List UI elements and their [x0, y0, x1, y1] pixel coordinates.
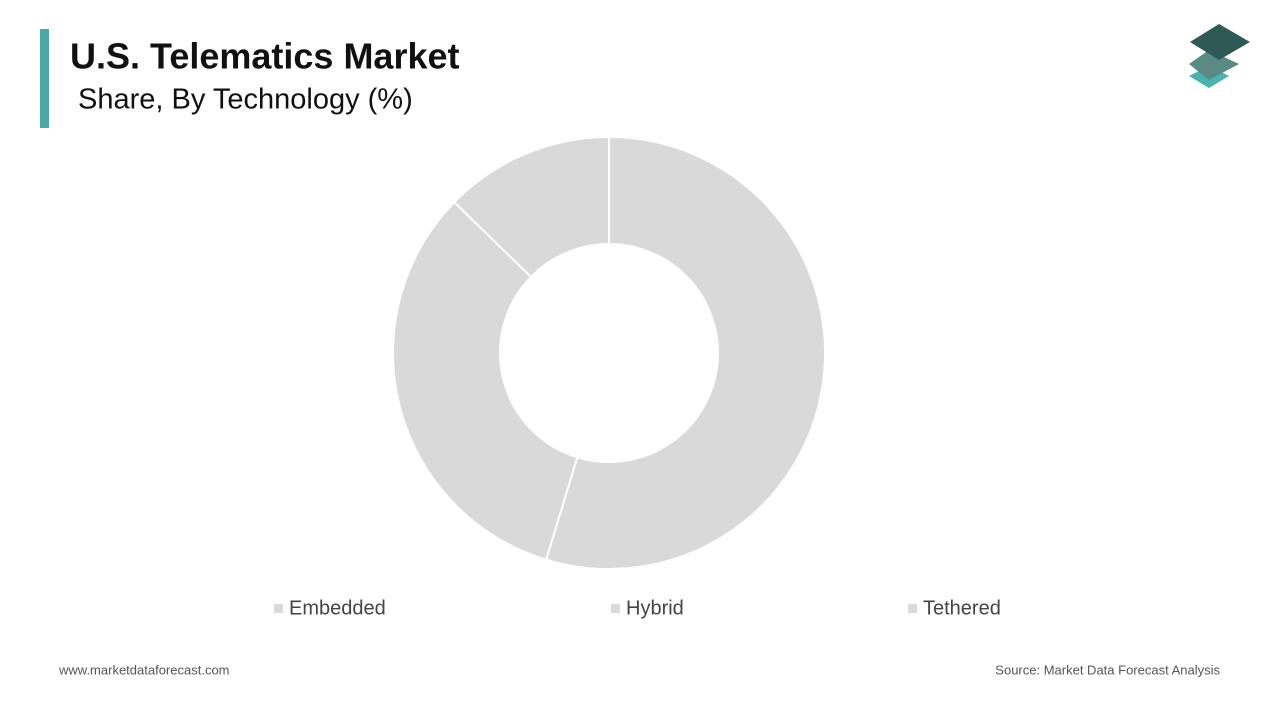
- title-accent: [40, 29, 49, 128]
- footer-left: www.marketdataforecast.com: [58, 662, 230, 677]
- logo: [1189, 24, 1250, 88]
- legend-label: Tethered: [923, 597, 1001, 619]
- legend-label: Embedded: [289, 597, 386, 619]
- chart-title: U.S. Telematics Market: [70, 36, 460, 77]
- donut-slice: [452, 135, 610, 279]
- legend-swatch: [274, 604, 283, 613]
- legend-swatch: [611, 604, 620, 613]
- chart-subtitle: Share, By Technology (%): [78, 84, 413, 116]
- footer-right: Source: Market Data Forecast Analysis: [995, 662, 1220, 677]
- donut-slice: [544, 135, 826, 570]
- legend-swatch: [908, 604, 917, 613]
- donut-slice: [392, 200, 579, 561]
- legend-label: Hybrid: [626, 597, 684, 619]
